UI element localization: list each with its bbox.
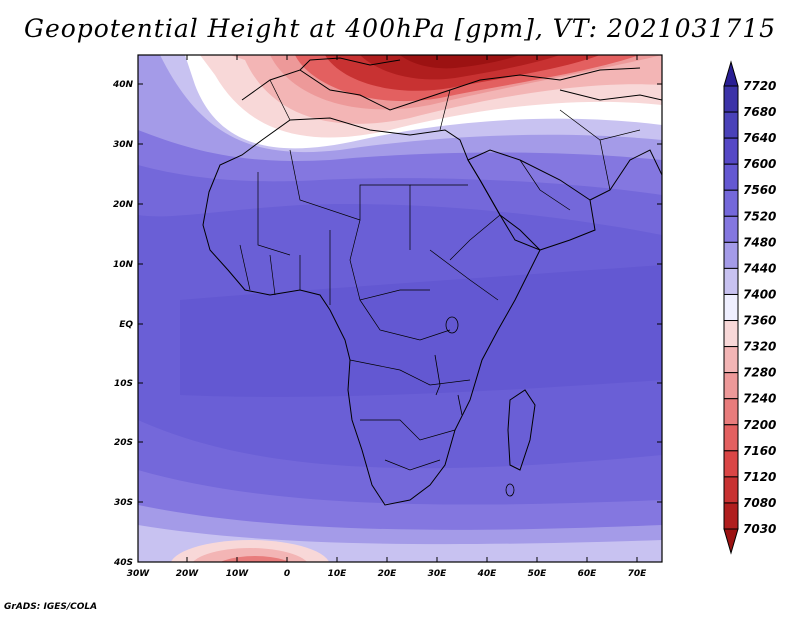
colorbar-label: 7360 (743, 314, 776, 328)
colorbar-swatch (723, 346, 739, 374)
lat-tick-label: 40S (113, 558, 133, 568)
lat-tick-label: 40N (112, 80, 134, 90)
colorbar-label: 7480 (743, 235, 776, 249)
colorbar-label: 7440 (743, 261, 776, 275)
colorbar-label: 7520 (743, 209, 776, 223)
lat-tick-label: 30S (114, 498, 133, 508)
colorbar-swatch (723, 424, 739, 452)
lon-tick-label: 60E (578, 569, 598, 579)
colorbar-label: 7320 (743, 340, 776, 354)
lat-tick-label: 30N (113, 140, 134, 150)
lat-tick-label: 20N (113, 200, 134, 210)
lon-tick-label: 30W (127, 569, 151, 579)
lat-tick-label: EQ (119, 320, 133, 330)
lon-tick-label: 10W (226, 569, 250, 579)
colorbar-swatch (723, 137, 739, 165)
lat-tick-label: 10N (113, 260, 134, 270)
latitude-axis: 40N 30N 20N 10N EQ 10S 20S 30S 40S (112, 80, 662, 568)
contour-field (138, 55, 662, 562)
colorbar-swatch (723, 241, 739, 269)
colorbar-label: 7560 (743, 183, 776, 197)
colorbar-swatch (723, 320, 739, 348)
colorbar-swatch (723, 398, 739, 426)
colorbar-label: 7280 (743, 366, 776, 380)
colorbar-bottom-arrow (723, 528, 739, 555)
lon-tick-label: 30E (428, 569, 448, 579)
lat-tick-label: 20S (114, 438, 133, 448)
colorbar-label: 7640 (743, 131, 776, 145)
lat-tick-label: 10S (114, 379, 133, 389)
colorbar-label: 7400 (743, 287, 776, 301)
map-title: Geopotential Height at 400hPa [gpm], VT:… (23, 14, 777, 43)
colorbar-label: 7080 (743, 496, 776, 510)
colorbar: 7720 7680 7640 7600 7560 7520 7480 7440 7400 7360… (723, 60, 776, 555)
colorbar-label: 7030 (743, 522, 776, 536)
colorbar-label: 7120 (743, 470, 776, 484)
lon-tick-label: 50E (528, 569, 548, 579)
colorbar-swatch (723, 111, 739, 139)
colorbar-swatch (723, 85, 739, 113)
colorbar-label: 7720 (743, 79, 776, 93)
lon-tick-label: 10E (328, 569, 348, 579)
colorbar-label: 7680 (743, 105, 776, 119)
colorbar-swatch (723, 215, 739, 243)
colorbar-swatch (723, 476, 739, 504)
lon-tick-label: 0 (284, 569, 290, 579)
colorbar-label: 7600 (743, 157, 776, 171)
colorbar-swatch (723, 372, 739, 400)
colorbar-swatch (723, 450, 739, 478)
colorbar-swatch (723, 163, 739, 191)
colorbar-label: 7160 (743, 444, 776, 458)
colorbar-swatch (723, 189, 739, 217)
colorbar-swatch (723, 267, 739, 295)
map-frame (137, 54, 663, 563)
colorbar-label: 7200 (743, 418, 776, 432)
lon-tick-label: 40E (477, 569, 498, 579)
colorbar-top-arrow (723, 60, 739, 87)
colorbar-swatch (723, 502, 739, 530)
lon-tick-label: 70E (628, 569, 648, 579)
longitude-axis: 30W 20W 10W 0 10E 20E 30E 40E 50E 60E 70… (127, 55, 647, 579)
lon-tick-label: 20E (378, 569, 398, 579)
colorbar-swatch (723, 293, 739, 322)
grads-credit: GrADS: IGES/COLA (4, 602, 98, 612)
lon-tick-label: 20W (176, 569, 200, 579)
colorbar-label: 7240 (743, 392, 776, 406)
